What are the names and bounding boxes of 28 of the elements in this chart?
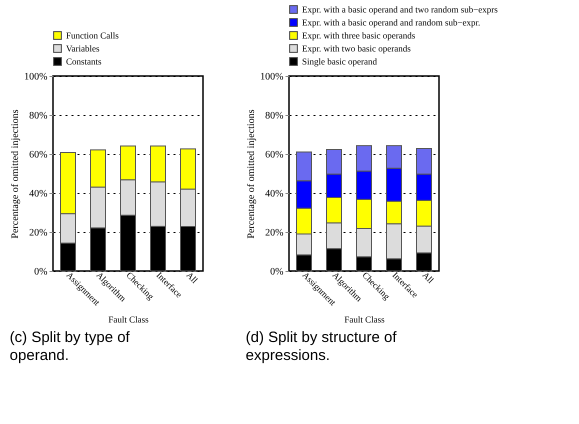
legend-label: Constants [66,56,102,66]
legend-label: Expr. with two basic operands [302,44,412,54]
y-tick-label: 60% [265,150,284,160]
x-axis-title: Fault Class [344,314,386,324]
y-tick-label: 100% [24,72,48,82]
y-tick-label: 20% [29,228,48,238]
x-tick-label: All [420,270,436,286]
legend-label: Function Calls [66,30,120,40]
y-tick-label: 80% [29,110,48,122]
x-tick-label: All [184,270,200,286]
x-axis-title: Fault Class [108,314,150,324]
legend-label: Expr. with a basic operand and random sub−expr. [302,18,480,28]
y-tick-label: 40% [29,188,48,200]
y-tick-label: 0% [34,266,48,278]
y-axis-title: Percentage of omitted injections [246,109,258,239]
y-tick-label: 40% [265,188,284,200]
y-tick-label: 0% [270,266,284,278]
y-tick-label: 20% [265,228,284,238]
y-axis-title: Percentage of omitted injections [10,109,22,239]
text: (c) Split by type of operand. [10,328,131,364]
legend-label: Variables [66,44,100,54]
legend-label: Single basic operand [302,56,378,66]
y-tick-label: 100% [260,72,284,82]
text: (d) Split by structure of expressions. [246,328,398,364]
y-tick-label: 80% [265,110,284,122]
legend-label: Expr. with a basic operand and two random sub−exprs [302,4,498,14]
legend-label: Expr. with three basic operands [302,30,416,40]
y-tick-label: 60% [29,150,48,160]
